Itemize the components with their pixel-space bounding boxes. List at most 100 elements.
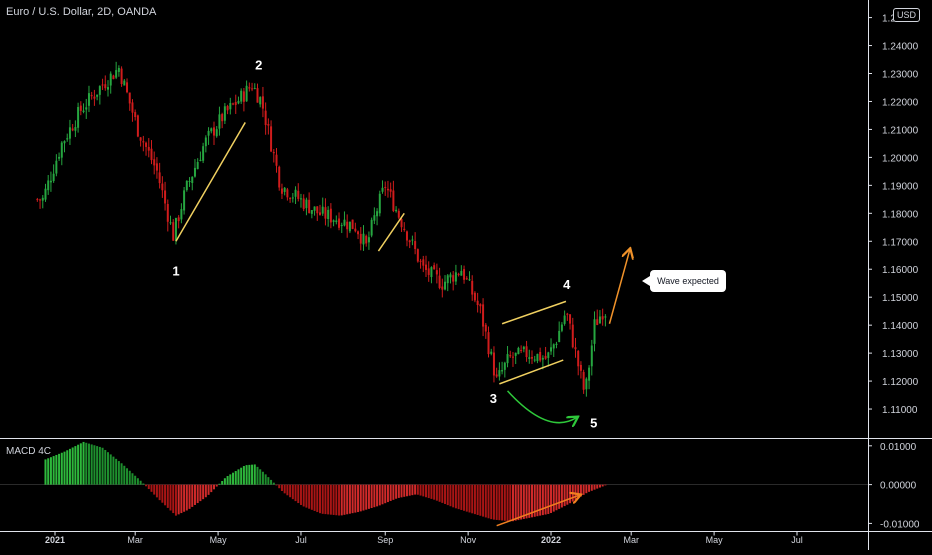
currency-badge[interactable]: USD — [893, 8, 921, 22]
macd-histogram-bar — [272, 482, 275, 485]
macd-histogram-bar — [498, 484, 501, 521]
candle-body — [150, 148, 153, 161]
price-tick-label: 1.20000 — [882, 153, 919, 164]
macd-histogram-bar — [172, 484, 175, 514]
macd-histogram-bar — [588, 484, 591, 492]
macd-histogram-bar — [454, 484, 457, 509]
macd-histogram-bar — [566, 484, 569, 505]
candle-body — [541, 357, 544, 360]
candle-body — [430, 267, 433, 278]
candle-body — [210, 128, 213, 132]
macd-histogram-bar — [319, 484, 321, 514]
candle-body — [193, 167, 196, 177]
candle-body — [60, 142, 63, 158]
macd-histogram-bar — [87, 443, 90, 485]
candle-body — [378, 193, 381, 214]
macd-histogram-bar — [134, 475, 137, 485]
candle-body — [104, 84, 107, 89]
macd-histogram-bar — [384, 484, 387, 504]
macd-histogram-bar — [479, 484, 482, 516]
candle-body — [490, 351, 493, 354]
candle-body — [310, 210, 313, 214]
candle-body — [226, 106, 229, 111]
candle-body — [74, 127, 77, 131]
macd-histogram-bar — [299, 484, 302, 505]
candle-body — [66, 138, 69, 140]
macd-histogram-bar — [58, 453, 61, 485]
candle-body — [425, 264, 427, 270]
candle-body — [155, 163, 158, 171]
candle-body — [495, 374, 498, 377]
macd-histogram-bar — [131, 473, 134, 485]
macd-histogram-bar — [506, 484, 509, 522]
macd-histogram-bar — [335, 484, 338, 516]
macd-histogram-bar — [278, 484, 281, 489]
candle-body — [400, 219, 403, 228]
candle-body — [574, 347, 577, 350]
macd-histogram-bar — [316, 484, 319, 513]
time-tick-label: Jul — [791, 535, 803, 545]
macd-histogram-bar — [267, 477, 270, 485]
candle-body — [471, 280, 474, 295]
candle-body — [411, 239, 414, 241]
candle-body — [492, 352, 495, 376]
candle-body — [77, 107, 80, 128]
candle-body — [348, 221, 351, 232]
macd-histogram-bar — [218, 483, 221, 485]
macd-histogram-bar — [313, 484, 316, 511]
wave-trendline — [377, 212, 405, 252]
macd-histogram-bar — [240, 467, 243, 485]
wave-label-4: 4 — [563, 277, 571, 292]
candle-body — [115, 70, 118, 78]
macd-histogram-bar — [400, 484, 403, 498]
price-tick-label: 1.24000 — [882, 42, 919, 53]
macd-histogram-bar — [324, 484, 327, 515]
macd-histogram-bar — [343, 484, 346, 515]
candle-body — [153, 159, 156, 166]
candle-body — [376, 211, 379, 217]
macd-histogram-bar — [223, 478, 226, 485]
price-tick-label: 1.18000 — [882, 209, 919, 220]
candle-body — [335, 220, 338, 223]
macd-histogram-bar — [403, 484, 406, 497]
macd-histogram-bar — [430, 484, 433, 499]
candle-body — [441, 286, 444, 290]
macd-histogram-bar — [174, 484, 177, 516]
wave-label-1: 1 — [172, 263, 179, 278]
candle-body — [294, 189, 297, 197]
candle-body — [476, 300, 479, 306]
projection-arrow — [608, 250, 629, 324]
candle-body — [136, 115, 139, 137]
macd-histogram-bar — [169, 484, 172, 511]
macd-histogram-bar — [465, 484, 468, 512]
candle-body — [79, 105, 82, 111]
macd-divergence-line — [496, 495, 580, 527]
macd-histogram-bar — [408, 484, 411, 496]
candle-body — [419, 260, 422, 262]
candle-body — [321, 206, 324, 214]
candle-body — [408, 240, 411, 243]
candle-body — [297, 190, 300, 199]
macd-histogram-bar — [419, 484, 422, 496]
macd-histogram-bar — [66, 450, 69, 485]
macd-histogram-bar — [563, 484, 566, 507]
candle-body — [299, 198, 302, 200]
macd-histogram-bar — [433, 484, 436, 500]
candle-body — [142, 141, 145, 143]
candle-body — [438, 275, 441, 288]
macd-histogram-bar — [232, 472, 235, 485]
candle-body — [172, 222, 175, 241]
candle-body — [427, 268, 430, 275]
macd-histogram-bar — [362, 484, 365, 511]
macd-histogram-bar — [329, 484, 332, 515]
macd-histogram-bar — [590, 484, 593, 491]
macd-histogram-bar — [579, 484, 582, 497]
candle-body — [452, 275, 455, 282]
macd-histogram-bar — [547, 484, 550, 514]
price-tick-label: 1.17000 — [882, 237, 919, 248]
candle-body — [414, 241, 417, 250]
channel-lower-line — [499, 359, 564, 385]
price-tick-label: 1.12000 — [882, 377, 919, 388]
